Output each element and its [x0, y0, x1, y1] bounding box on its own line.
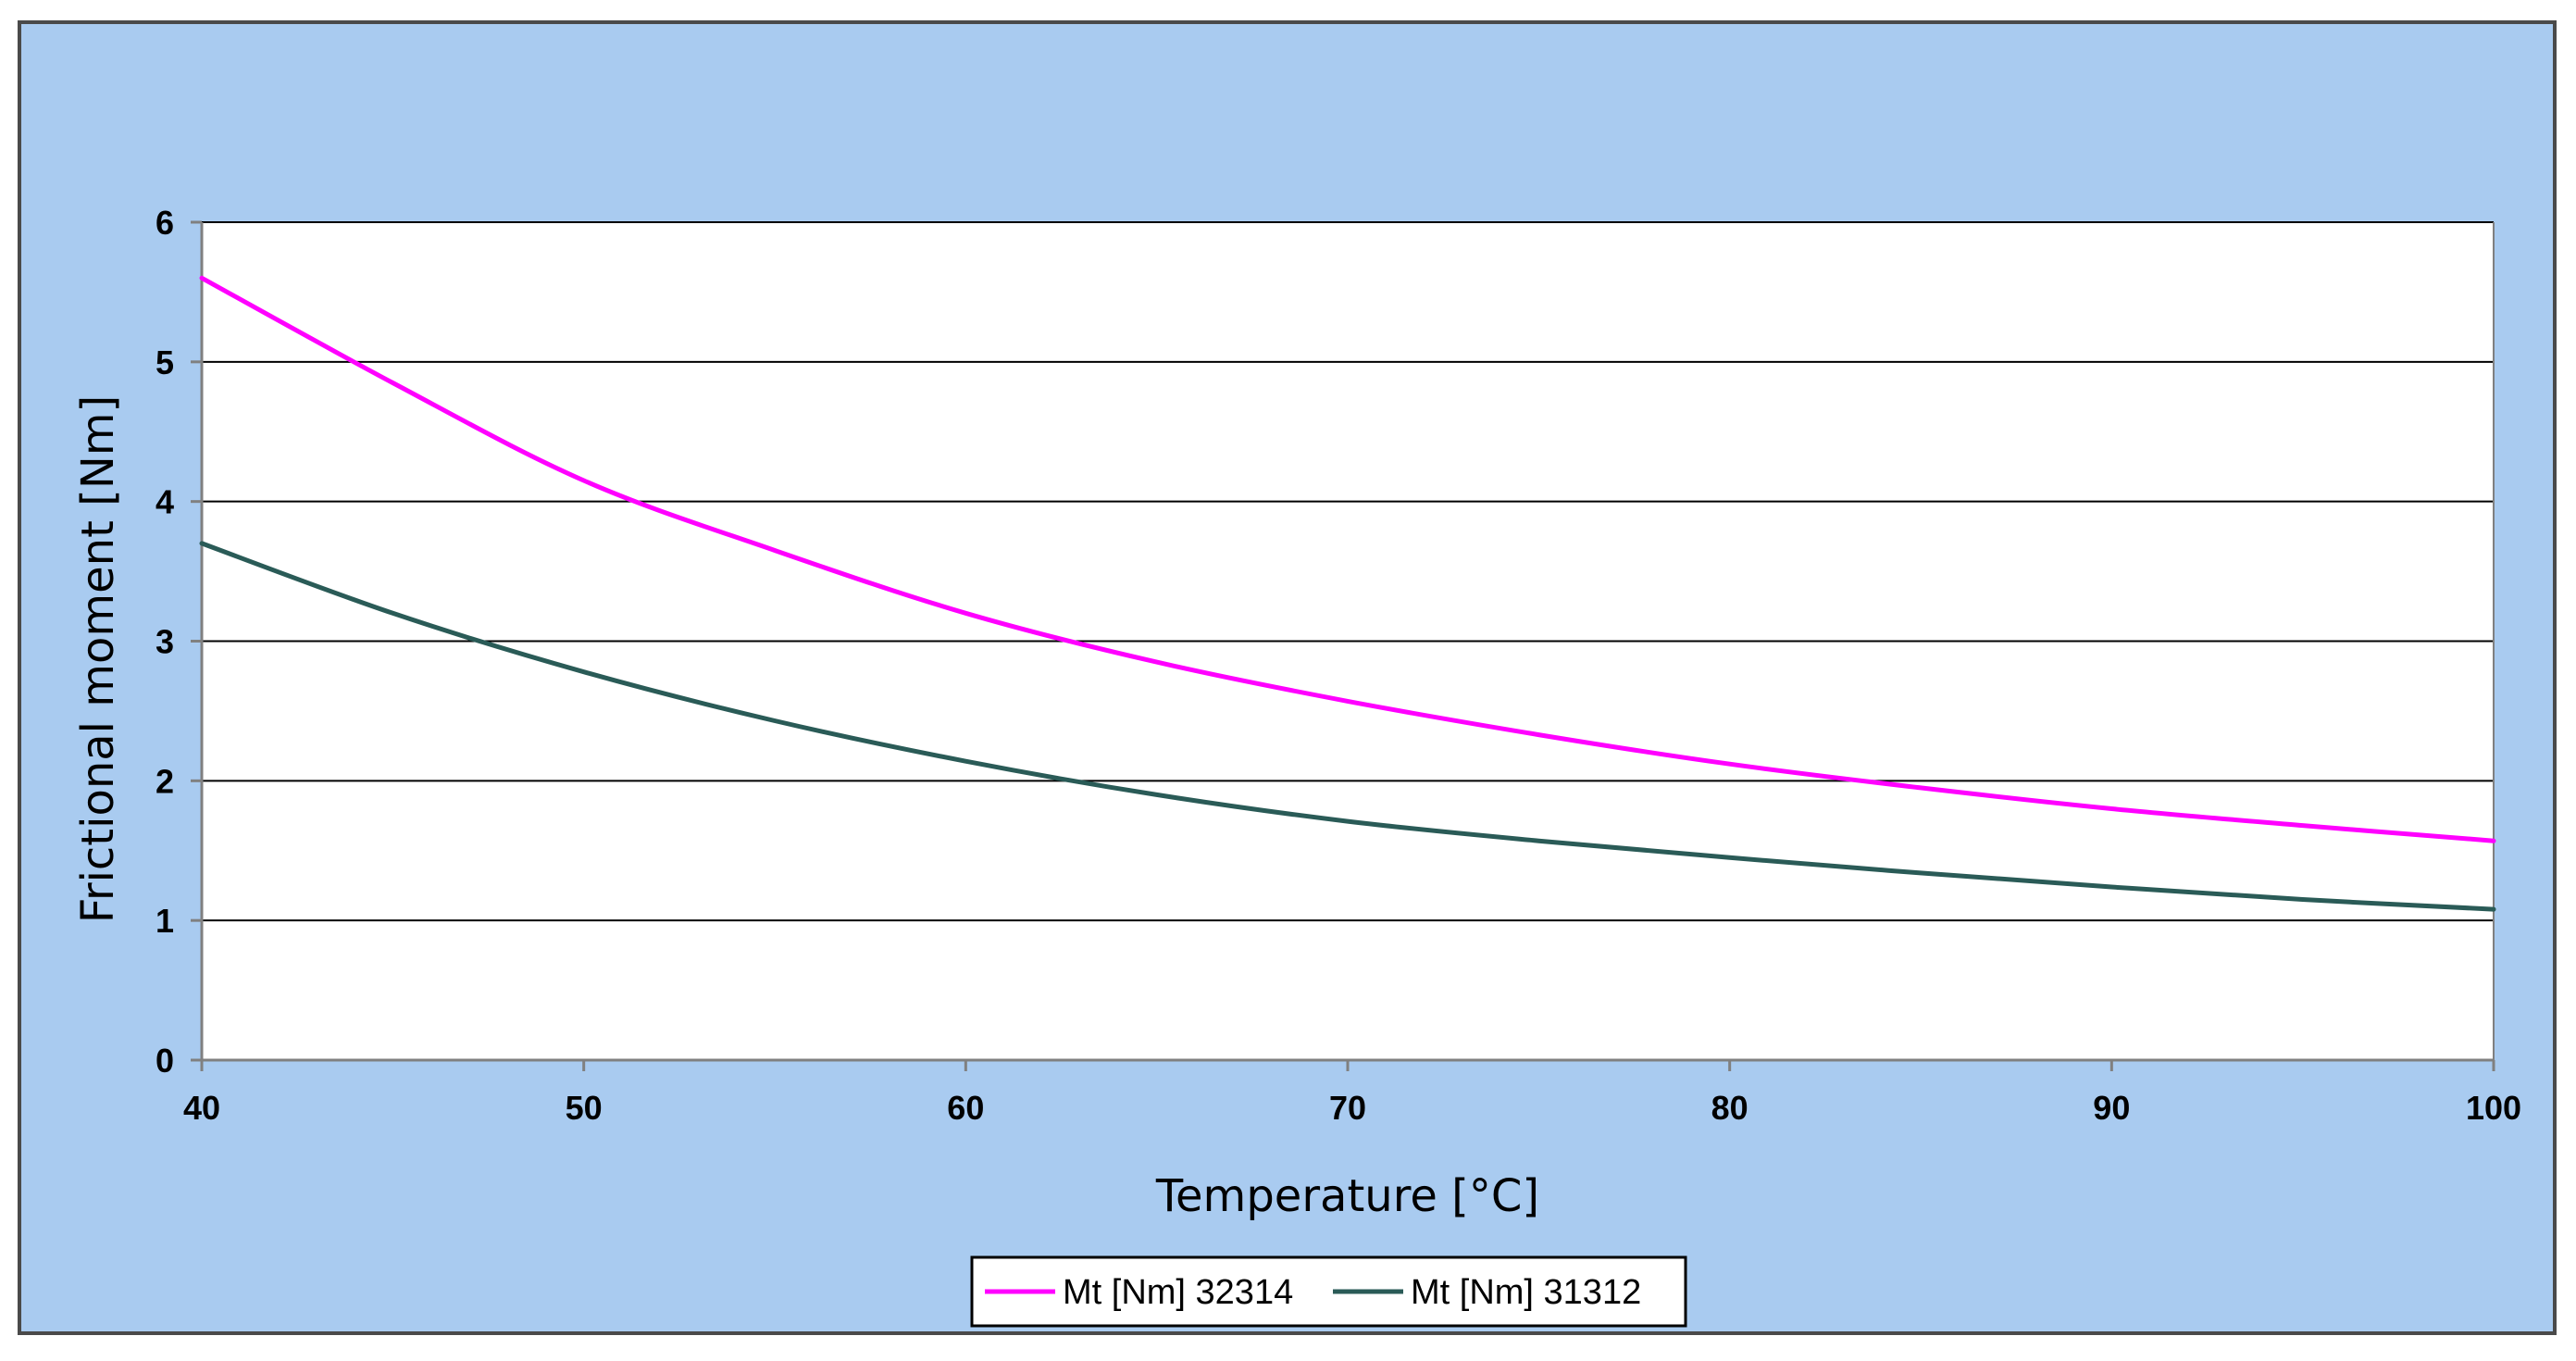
y-tick-label-1: 1	[156, 902, 174, 940]
x-axis-title: Temperature [°C]	[1155, 1170, 1539, 1222]
x-tick-label-50: 50	[566, 1089, 603, 1127]
x-tick-label-100: 100	[2466, 1089, 2521, 1127]
x-tick-label-40: 40	[183, 1089, 220, 1127]
legend-label-32314: Mt [Nm] 32314	[1063, 1273, 1293, 1312]
x-tick-label-60: 60	[947, 1089, 984, 1127]
tick-labels: 0 1 2 3 4 5 6 40 50 60 70 80 90 100	[156, 204, 2521, 1127]
y-axis-title: Frictional moment [Nm]	[72, 395, 124, 924]
series-line-31312	[199, 541, 2496, 912]
y-tick-label-5: 5	[156, 343, 174, 381]
legend-label-31312: Mt [Nm] 31312	[1411, 1273, 1641, 1312]
legend: Mt [Nm] 32314 Mt [Nm] 31312	[970, 1255, 1687, 1328]
series-lines	[199, 275, 2496, 912]
x-tick-label-70: 70	[1329, 1089, 1366, 1127]
axes	[191, 220, 2495, 1071]
x-tick-label-90: 90	[2093, 1089, 2130, 1127]
y-tick-label-3: 3	[156, 623, 174, 661]
gridlines	[202, 221, 2494, 922]
y-tick-label-0: 0	[156, 1042, 174, 1080]
legend-box	[970, 1255, 1687, 1328]
y-tick-label-4: 4	[156, 483, 174, 521]
series-line-32314	[199, 275, 2496, 843]
y-tick-label-6: 6	[156, 204, 174, 242]
y-tick-label-2: 2	[156, 762, 174, 800]
x-tick-label-80: 80	[1711, 1089, 1748, 1127]
